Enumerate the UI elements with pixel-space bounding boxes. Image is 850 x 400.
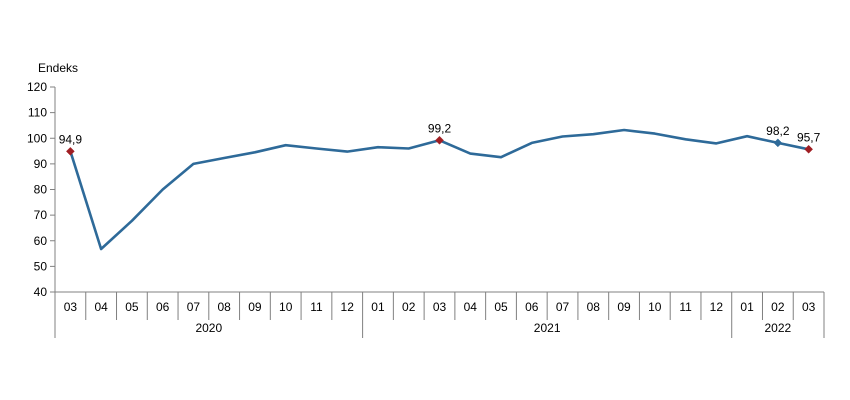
series-layer <box>69 128 810 251</box>
x-tick-label: 01 <box>740 300 754 314</box>
data-point-marker <box>804 144 813 154</box>
x-tick-label: 02 <box>402 300 416 314</box>
data-label: 95,7 <box>797 130 821 144</box>
y-axis-ticks: 40 50 60 70 80 90 100 110 120 <box>27 80 55 299</box>
x-tick-label: 12 <box>710 300 724 314</box>
y-tick-label: 60 <box>34 234 48 248</box>
x-tick-label: 10 <box>279 300 293 314</box>
y-tick-label: 80 <box>34 183 48 197</box>
x-tick-label: 03 <box>433 300 447 314</box>
y-tick-label: 110 <box>28 106 47 120</box>
y-axis-label: Endeks <box>38 61 78 75</box>
x-tick-label: 11 <box>679 300 692 314</box>
x-tick-label: 01 <box>371 300 385 314</box>
y-tick-label: 40 <box>34 285 48 299</box>
x-tick-label: 04 <box>94 300 108 314</box>
x-tick-label: 07 <box>187 300 201 314</box>
x-tick-label: 10 <box>648 300 662 314</box>
data-label: 98,2 <box>766 124 790 138</box>
axes <box>54 87 824 293</box>
data-point-marker <box>435 135 444 145</box>
x-tick-label: 06 <box>525 300 539 314</box>
year-groups: 2020 2021 2022 <box>54 320 825 338</box>
y-tick-label: 90 <box>34 157 48 171</box>
year-label: 2021 <box>534 321 561 335</box>
year-label: 2020 <box>195 321 222 335</box>
y-tick-label: 50 <box>34 259 48 273</box>
x-tick-label: 12 <box>341 300 355 314</box>
x-tick-label: 08 <box>218 300 232 314</box>
x-tick-label: 07 <box>556 300 570 314</box>
y-tick-label: 70 <box>34 208 48 222</box>
x-tick-label: 03 <box>802 300 816 314</box>
x-tick-label: 08 <box>587 300 601 314</box>
marker-layer: 94,9 99,2 98,2 95,7 <box>59 121 821 156</box>
x-tick-label: 06 <box>156 300 170 314</box>
x-tick-label: 09 <box>617 300 631 314</box>
data-label: 99,2 <box>428 121 452 135</box>
year-label: 2022 <box>765 321 792 335</box>
data-point-marker <box>773 138 783 148</box>
x-tick-label: 05 <box>494 300 508 314</box>
x-tick-label: 11 <box>310 300 323 314</box>
y-tick-label: 120 <box>27 80 47 94</box>
x-axis-ticks: 03 04 05 06 07 08 09 10 11 12 01 02 03 04 05 06 07 08 09 10… <box>54 292 825 320</box>
data-point-marker <box>66 146 75 156</box>
x-tick-label: 09 <box>248 300 262 314</box>
x-tick-label: 03 <box>64 300 78 314</box>
y-tick-label: 100 <box>27 131 47 145</box>
x-tick-label: 04 <box>464 300 478 314</box>
data-label: 94,9 <box>59 132 83 146</box>
x-tick-label: 05 <box>125 300 139 314</box>
series-line <box>69 128 810 251</box>
x-tick-label: 02 <box>771 300 785 314</box>
